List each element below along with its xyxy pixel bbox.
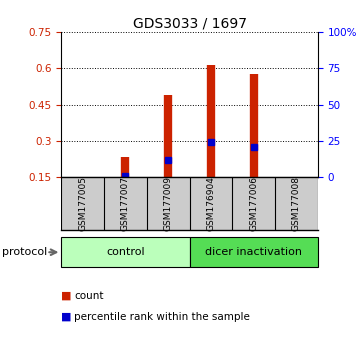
- Text: GSM177009: GSM177009: [164, 176, 173, 231]
- Text: count: count: [74, 291, 104, 301]
- Text: ■: ■: [61, 312, 72, 322]
- Text: GSM177007: GSM177007: [121, 176, 130, 231]
- Text: ■: ■: [61, 291, 72, 301]
- Text: dicer inactivation: dicer inactivation: [205, 247, 302, 257]
- Text: control: control: [106, 247, 145, 257]
- Bar: [190, 237, 318, 267]
- Text: GSM177005: GSM177005: [78, 176, 87, 231]
- Title: GDS3033 / 1697: GDS3033 / 1697: [132, 17, 247, 31]
- Bar: [61, 237, 190, 267]
- Text: protocol: protocol: [2, 247, 47, 257]
- Text: GSM176904: GSM176904: [206, 176, 216, 231]
- Text: GSM177008: GSM177008: [292, 176, 301, 231]
- Text: percentile rank within the sample: percentile rank within the sample: [74, 312, 250, 322]
- Text: GSM177006: GSM177006: [249, 176, 258, 231]
